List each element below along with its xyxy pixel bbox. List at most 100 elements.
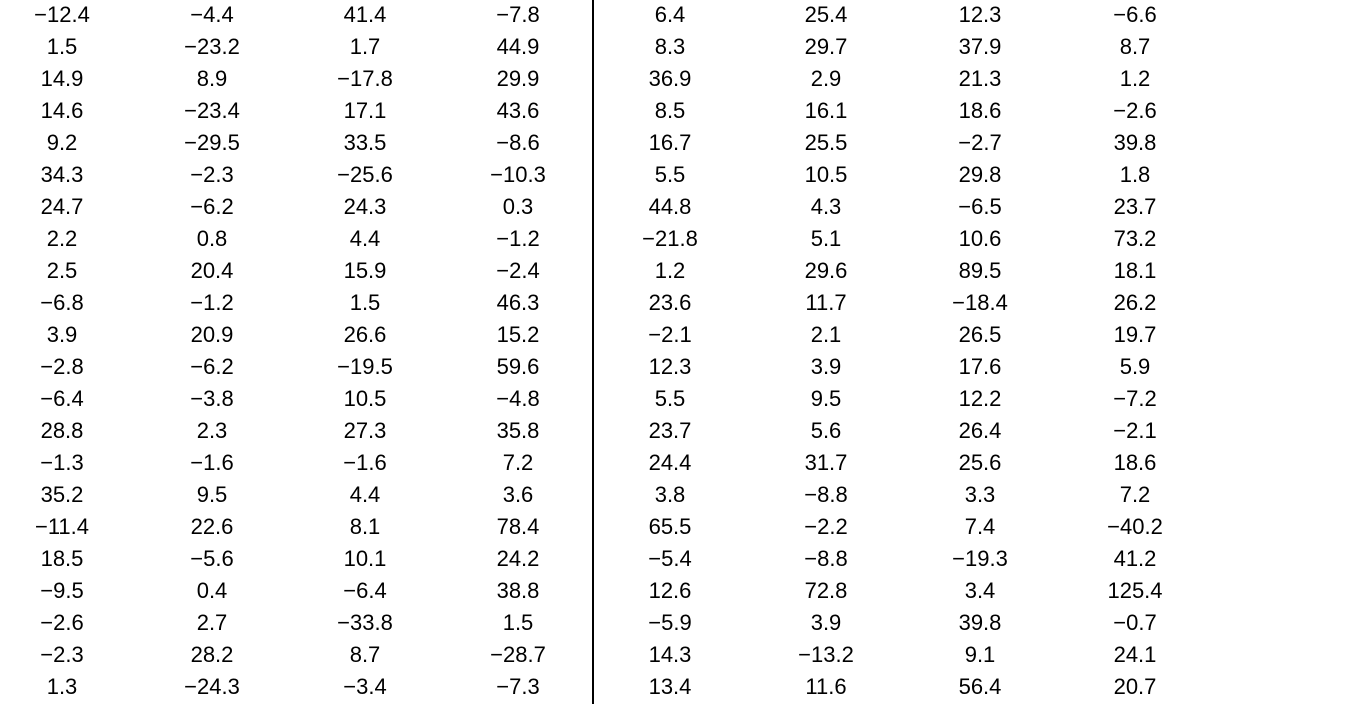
table-row: 2.2 0.8 4.4 −1.2 −21.8 5.1 10.6 73.2 — [0, 223, 1360, 255]
table-cell: 3.9 — [810, 610, 842, 635]
table-row: 35.2 9.5 4.4 3.6 3.8 −8.8 3.3 7.2 — [0, 479, 1360, 511]
table-cell: 20.7 — [1113, 674, 1157, 699]
table-cell: 3.9 — [810, 354, 842, 379]
table-row: 28.8 2.3 27.3 35.8 23.7 5.6 26.4 −2.1 — [0, 415, 1360, 447]
table-cell: 56.4 — [958, 674, 1002, 699]
table-cell: 33.5 — [343, 130, 387, 155]
table-cell: 31.7 — [804, 450, 848, 475]
table-cell: 125.4 — [1107, 578, 1163, 603]
table-cell: 9.5 — [196, 482, 228, 507]
table-cell: 5.1 — [810, 226, 842, 251]
table-cell: 11.7 — [805, 290, 847, 315]
table-cell: 3.3 — [964, 482, 996, 507]
table-cell: 24.4 — [648, 450, 692, 475]
table-cell: −1.6 — [190, 450, 234, 475]
table-cell: −1.3 — [40, 450, 84, 475]
table-cell: 21.3 — [958, 66, 1002, 91]
table-cell: 10.1 — [343, 546, 387, 571]
table-cell: 26.4 — [958, 418, 1002, 443]
table-cell: 44.8 — [648, 194, 692, 219]
table-cell: 25.5 — [804, 130, 848, 155]
table-row: −2.8 −6.2 −19.5 59.6 12.3 3.9 17.6 5.9 — [0, 351, 1360, 383]
table-cell: −1.6 — [343, 450, 387, 475]
table-cell: 24.7 — [40, 194, 84, 219]
table-row: −2.3 28.2 8.7 −28.7 14.3 −13.2 9.1 24.1 — [0, 639, 1360, 671]
table-cell: 3.4 — [964, 578, 996, 603]
table-cell: −24.3 — [184, 674, 240, 699]
table-cell: 8.7 — [1119, 34, 1151, 59]
table-cell: −4.8 — [496, 386, 540, 411]
table-cell: −17.8 — [337, 66, 393, 91]
table-cell: 9.1 — [964, 642, 996, 667]
table-cell: 1.2 — [1119, 66, 1151, 91]
table-cell: 7.2 — [502, 450, 534, 475]
table-row: −6.8 −1.2 1.5 46.3 23.6 11.7 −18.4 26.2 — [0, 287, 1360, 319]
table-cell: 5.5 — [654, 386, 686, 411]
table-cell: −2.3 — [40, 642, 84, 667]
table-cell: 34.3 — [40, 162, 84, 187]
table-cell: 3.9 — [46, 322, 78, 347]
table-cell: 12.2 — [958, 386, 1002, 411]
table-cell: 7.2 — [1119, 482, 1151, 507]
table-cell: 23.7 — [648, 418, 692, 443]
table-row: −1.3 −1.6 −1.6 7.2 24.4 31.7 25.6 18.6 — [0, 447, 1360, 479]
table-cell: −28.7 — [490, 642, 546, 667]
table-row: −12.4 −4.4 41.4 −7.8 6.4 25.4 12.3 −6.6 — [0, 0, 1360, 31]
table-cell: −29.5 — [184, 130, 240, 155]
table-cell: 26.6 — [343, 322, 387, 347]
table-cell: 37.9 — [958, 34, 1002, 59]
table-cell: −40.2 — [1107, 514, 1163, 539]
table-cell: 2.7 — [196, 610, 228, 635]
table-cell: 12.6 — [648, 578, 692, 603]
table-cell: −6.2 — [190, 354, 234, 379]
table-cell: 2.2 — [46, 226, 78, 251]
table-cell: −6.2 — [190, 194, 234, 219]
table-cell: 29.7 — [804, 34, 848, 59]
table-cell: 1.5 — [502, 610, 534, 635]
table-cell: −13.2 — [798, 642, 854, 667]
table-cell: −2.1 — [648, 322, 692, 347]
table-row: −11.4 22.6 8.1 78.4 65.5 −2.2 7.4 −40.2 — [0, 511, 1360, 543]
table-cell: 38.8 — [496, 578, 540, 603]
table-cell: −2.7 — [958, 130, 1002, 155]
table-cell: −3.8 — [190, 386, 234, 411]
table-cell: 24.2 — [496, 546, 540, 571]
table-cell: 25.6 — [958, 450, 1002, 475]
table-cell: 59.6 — [496, 354, 540, 379]
table-row: 2.5 20.4 15.9 −2.4 1.2 29.6 89.5 18.1 — [0, 255, 1360, 287]
table-cell: 16.7 — [648, 130, 692, 155]
table-cell: −5.6 — [190, 546, 234, 571]
table-cell: 14.9 — [40, 66, 84, 91]
table-cell: 35.2 — [40, 482, 84, 507]
table-cell: −0.7 — [1113, 610, 1157, 635]
table-cell: 10.6 — [958, 226, 1002, 251]
table-cell: 44.9 — [496, 34, 540, 59]
table-cell: −7.8 — [496, 2, 540, 27]
table-cell: 17.1 — [343, 98, 387, 123]
table-cell: −6.4 — [343, 578, 387, 603]
table-cell: −6.5 — [958, 194, 1002, 219]
table-cell: 0.3 — [502, 194, 534, 219]
table-row: 1.5 −23.2 1.7 44.9 8.3 29.7 37.9 8.7 — [0, 31, 1360, 63]
table-cell: −2.3 — [190, 162, 234, 187]
table-row: 14.6 −23.4 17.1 43.6 8.5 16.1 18.6 −2.6 — [0, 95, 1360, 127]
table-cell: 1.3 — [46, 674, 78, 699]
table-cell: 18.1 — [1113, 258, 1157, 283]
table-cell: 5.9 — [1119, 354, 1151, 379]
table-cell: 28.8 — [40, 418, 84, 443]
table-cell: 8.1 — [349, 514, 381, 539]
table-cell: 23.7 — [1113, 194, 1157, 219]
table-cell: 28.2 — [190, 642, 234, 667]
table-cell: 41.2 — [1113, 546, 1157, 571]
table-cell: −5.4 — [648, 546, 692, 571]
table-cell: 14.3 — [648, 642, 692, 667]
table-row: 1.3 −24.3 −3.4 −7.3 13.4 11.6 56.4 20.7 — [0, 671, 1360, 703]
table-cell: 20.4 — [190, 258, 234, 283]
table-cell: −1.2 — [496, 226, 540, 251]
table-cell: −9.5 — [40, 578, 84, 603]
table-cell: 8.7 — [349, 642, 381, 667]
table-cell: −21.8 — [642, 226, 698, 251]
table-cell: 2.3 — [196, 418, 228, 443]
table-cell: −8.8 — [804, 546, 848, 571]
table-row: −6.4 −3.8 10.5 −4.8 5.5 9.5 12.2 −7.2 — [0, 383, 1360, 415]
